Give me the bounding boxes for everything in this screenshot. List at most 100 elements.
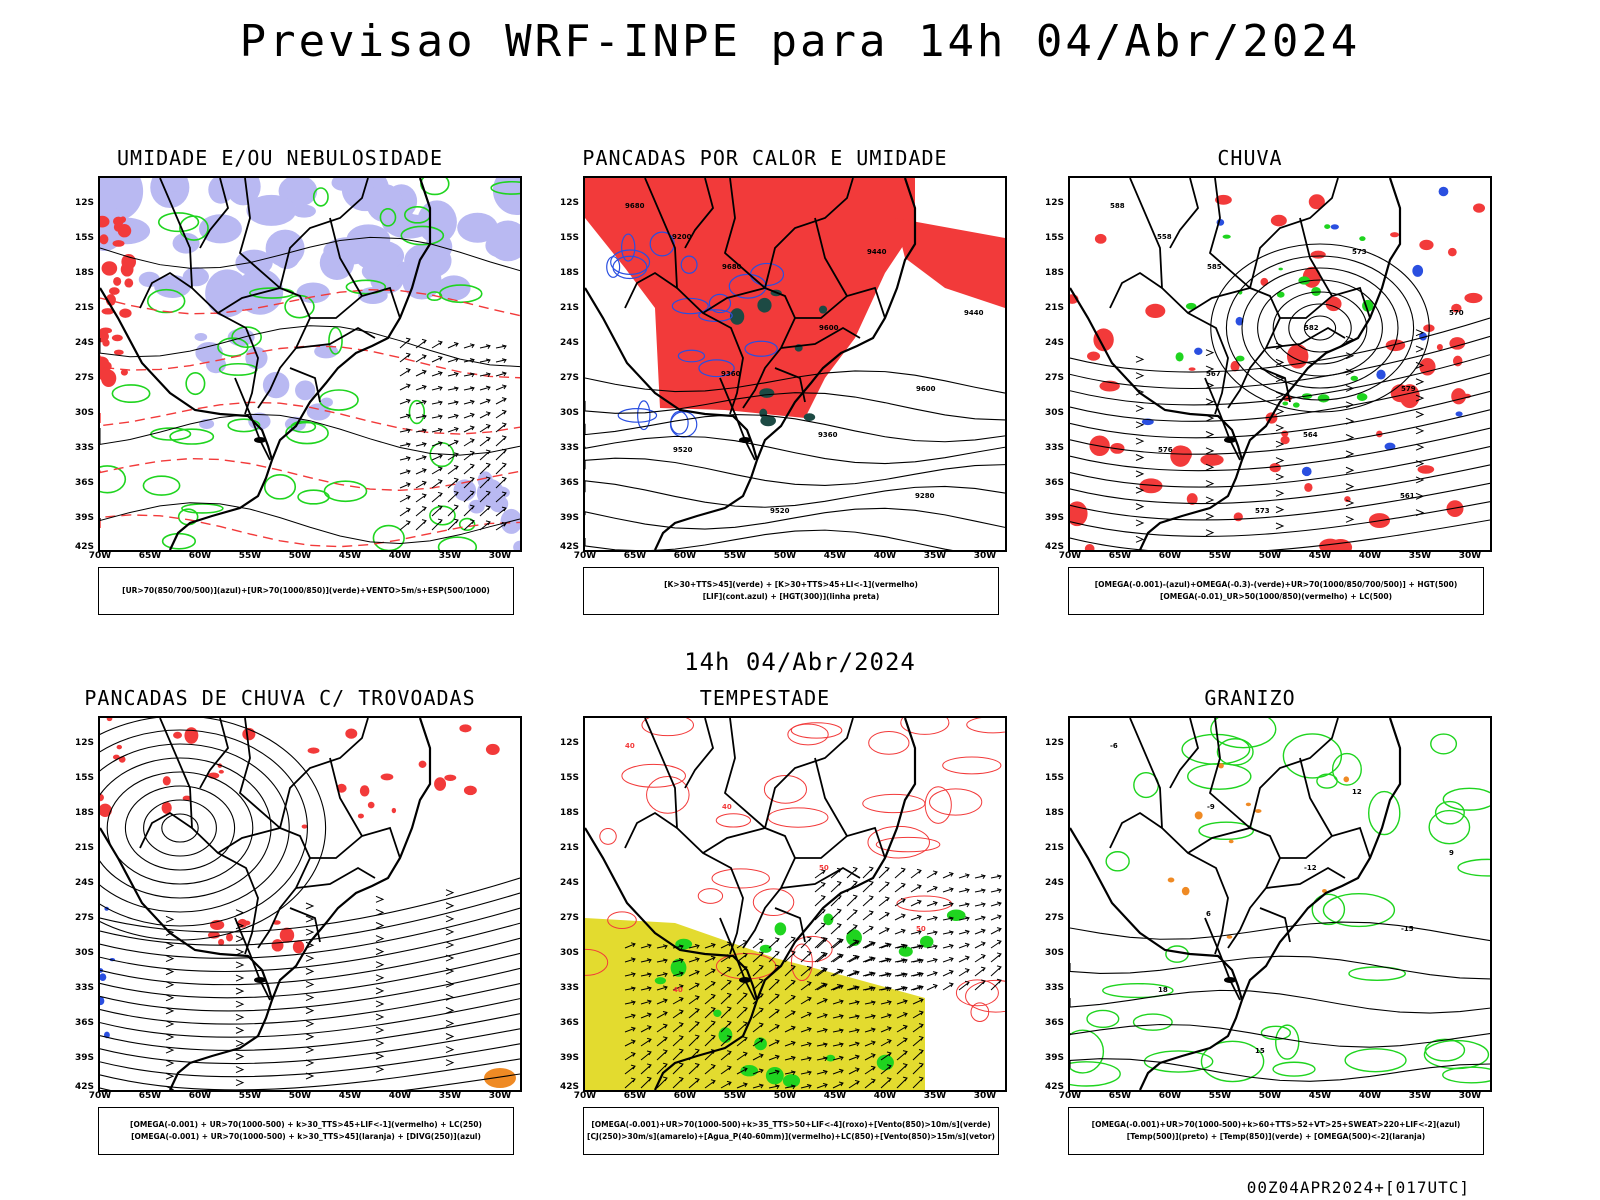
lat-tick-label: 21S: [1044, 303, 1064, 313]
country-border: [1299, 217, 1333, 297]
coastline: [100, 178, 432, 550]
contour-label: 9680: [722, 263, 742, 271]
wind-vector: [479, 411, 491, 419]
wind-vector: [624, 1077, 636, 1089]
pressure-contour: [100, 413, 520, 456]
lon-tick-label: 60W: [673, 1091, 697, 1101]
wind-vector: [816, 1082, 828, 1089]
map-plot: 40 40 50 50 40: [583, 716, 1007, 1092]
wind-vector: [910, 868, 922, 879]
lat-tick-label: 42S: [559, 542, 579, 552]
storm-red-area: [271, 939, 284, 952]
wind-green-area: [782, 1074, 801, 1088]
rain-red-area: [1436, 343, 1443, 351]
wind-vector: [768, 937, 780, 949]
height-contour: [585, 507, 1005, 530]
wind-vector: [800, 1070, 812, 1076]
streamline-circulation: [106, 771, 254, 885]
lon-tick-label: 70W: [88, 1091, 112, 1101]
lon-tick-label: 55W: [238, 551, 262, 561]
rain-red-area: [1230, 360, 1240, 372]
contour-label: 564: [1303, 431, 1318, 439]
lc-line-arrow: [1275, 457, 1285, 465]
contour-label: 40: [673, 986, 683, 994]
country-border: [199, 718, 229, 789]
wind-vector: [768, 1039, 780, 1047]
humidity-upper-area: [172, 232, 200, 254]
lc-line-arrow: [1415, 476, 1425, 484]
lat-tick-label: 36S: [559, 478, 579, 488]
wind-vector: [768, 1054, 780, 1061]
streamline-arrow: [445, 941, 455, 949]
wind-green-area: [765, 1066, 784, 1085]
wind-vector: [672, 971, 684, 977]
streamline-arrow: [165, 1033, 175, 1041]
legend-line: [OMEGA(-0.001)-(azul)+OMEGA(-0.3)-(verde…: [1094, 580, 1458, 589]
lon-tick-label: 35W: [923, 1091, 947, 1101]
rain-red-area: [1451, 388, 1467, 405]
wind-vector: [656, 1062, 668, 1075]
thickness-contour: [100, 289, 520, 317]
lc-line-arrow: [1205, 463, 1215, 471]
wind-vector: [832, 984, 844, 991]
country-border: [1109, 811, 1163, 849]
lat-tick-label: 36S: [74, 478, 94, 488]
lc-line-arrow: [1415, 361, 1425, 369]
humidity-low-contour: [458, 517, 476, 531]
lc-line-arrow: [1135, 404, 1145, 412]
legend-line: [OMEGA(-0.001) + UR>70(1000-500) + k>30_…: [130, 1120, 482, 1129]
wind-vector: [624, 1064, 636, 1075]
precipitable-water-contour: [900, 718, 950, 735]
lon-tick-label: 35W: [438, 551, 462, 561]
wind-vector: [816, 1069, 828, 1075]
precipitable-water-contour: [641, 718, 695, 737]
lc-line-arrow: [1415, 443, 1425, 451]
wind-vector: [672, 984, 684, 991]
temp850-contour: [1086, 1009, 1120, 1029]
wind-vector: [672, 1035, 684, 1047]
wind-vector: [896, 1076, 908, 1089]
humidity-red-spot: [100, 330, 109, 343]
lifted-index-contour: [671, 297, 709, 315]
wind-vector: [672, 958, 684, 963]
rain-red-area: [1446, 500, 1464, 517]
streamline-circulation: [100, 757, 272, 899]
storm-red-area: [292, 940, 305, 954]
lon-tick-label: 45W: [823, 551, 847, 561]
wind-vector: [830, 880, 842, 893]
storm-red-area: [463, 785, 477, 796]
country-border: [684, 178, 714, 249]
wind-vector: [800, 936, 812, 949]
legend-line: [UR>70(850/700/500)](azul)+[UR>70(1000/8…: [122, 586, 490, 595]
humidity-upper-area: [366, 183, 403, 223]
lon-tick-label: 50W: [773, 551, 797, 561]
wind-vector: [958, 888, 970, 893]
streamline-arrow: [165, 915, 175, 923]
wind-vector: [784, 1070, 796, 1076]
wind-vector: [479, 436, 491, 447]
wind-vector: [479, 449, 491, 461]
wind-vector: [848, 985, 860, 991]
streamline-arrow: [165, 1072, 175, 1080]
humidity-upper-area: [314, 344, 339, 359]
wind-vector: [624, 1052, 636, 1061]
wind-vector: [864, 1000, 876, 1006]
humidity-low-contour: [372, 524, 405, 550]
wind-vector: [656, 1076, 668, 1089]
humidity-upper-area: [195, 341, 223, 364]
streamline-arrow: [165, 955, 175, 963]
humidity-low-contour: [169, 428, 215, 445]
temp500-contour: [1070, 921, 1490, 942]
country-border: [289, 907, 321, 943]
wind-vector: [640, 1037, 652, 1047]
wind-vector: [864, 1027, 876, 1033]
wind-vector: [447, 464, 459, 475]
wind-vector: [720, 1050, 732, 1061]
lat-tick-label: 15S: [1044, 773, 1064, 783]
storm-red-area: [182, 795, 191, 801]
country-border: [279, 718, 369, 829]
legend-line: [OMEGA(-0.001)+UR>70(1000-500)+k>60+TTS>…: [1091, 1120, 1461, 1129]
wind-vector: [814, 922, 826, 935]
humidity-upper-area: [437, 275, 471, 301]
height-contour: [585, 529, 953, 550]
